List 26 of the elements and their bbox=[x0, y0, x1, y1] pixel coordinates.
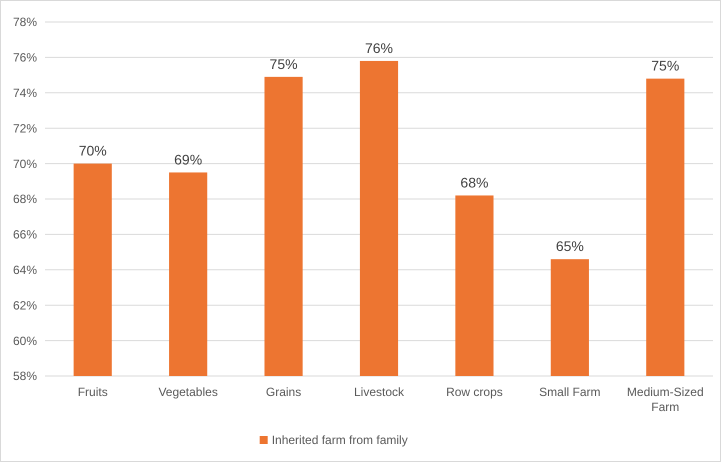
x-tick-label: Livestock bbox=[354, 385, 406, 399]
x-tick-label: Small Farm bbox=[539, 385, 601, 399]
data-label: 68% bbox=[460, 174, 488, 190]
x-tick-label: Vegetables bbox=[158, 385, 218, 399]
y-tick-label: 78% bbox=[12, 15, 38, 30]
data-label: 75% bbox=[270, 56, 298, 72]
y-tick-label: 66% bbox=[12, 228, 38, 242]
y-tick-label: 74% bbox=[12, 86, 38, 100]
x-tick-label: Grains bbox=[266, 385, 302, 399]
y-tick-label: 60% bbox=[12, 334, 38, 348]
y-tick-label: 70% bbox=[12, 156, 38, 171]
data-label: 69% bbox=[174, 151, 202, 168]
data-label: 76% bbox=[364, 40, 394, 56]
y-tick-label: 62% bbox=[12, 298, 38, 312]
x-tick-label: Fruits bbox=[78, 385, 108, 399]
x-tick-label: Row crops bbox=[446, 385, 503, 399]
legend-label: Inherited farm from family bbox=[272, 433, 408, 448]
y-tick-label: 72% bbox=[12, 121, 38, 136]
y-tick-label: 58% bbox=[12, 369, 38, 384]
data-label: 65% bbox=[556, 238, 584, 254]
data-label: 70% bbox=[78, 142, 107, 159]
data-label: 75% bbox=[651, 58, 680, 74]
y-tick-label: 68% bbox=[12, 192, 38, 206]
y-tick-label: 64% bbox=[12, 263, 38, 277]
x-tick-label: Medium-Sized Farm bbox=[626, 385, 704, 414]
y-tick-label: 76% bbox=[12, 50, 38, 65]
